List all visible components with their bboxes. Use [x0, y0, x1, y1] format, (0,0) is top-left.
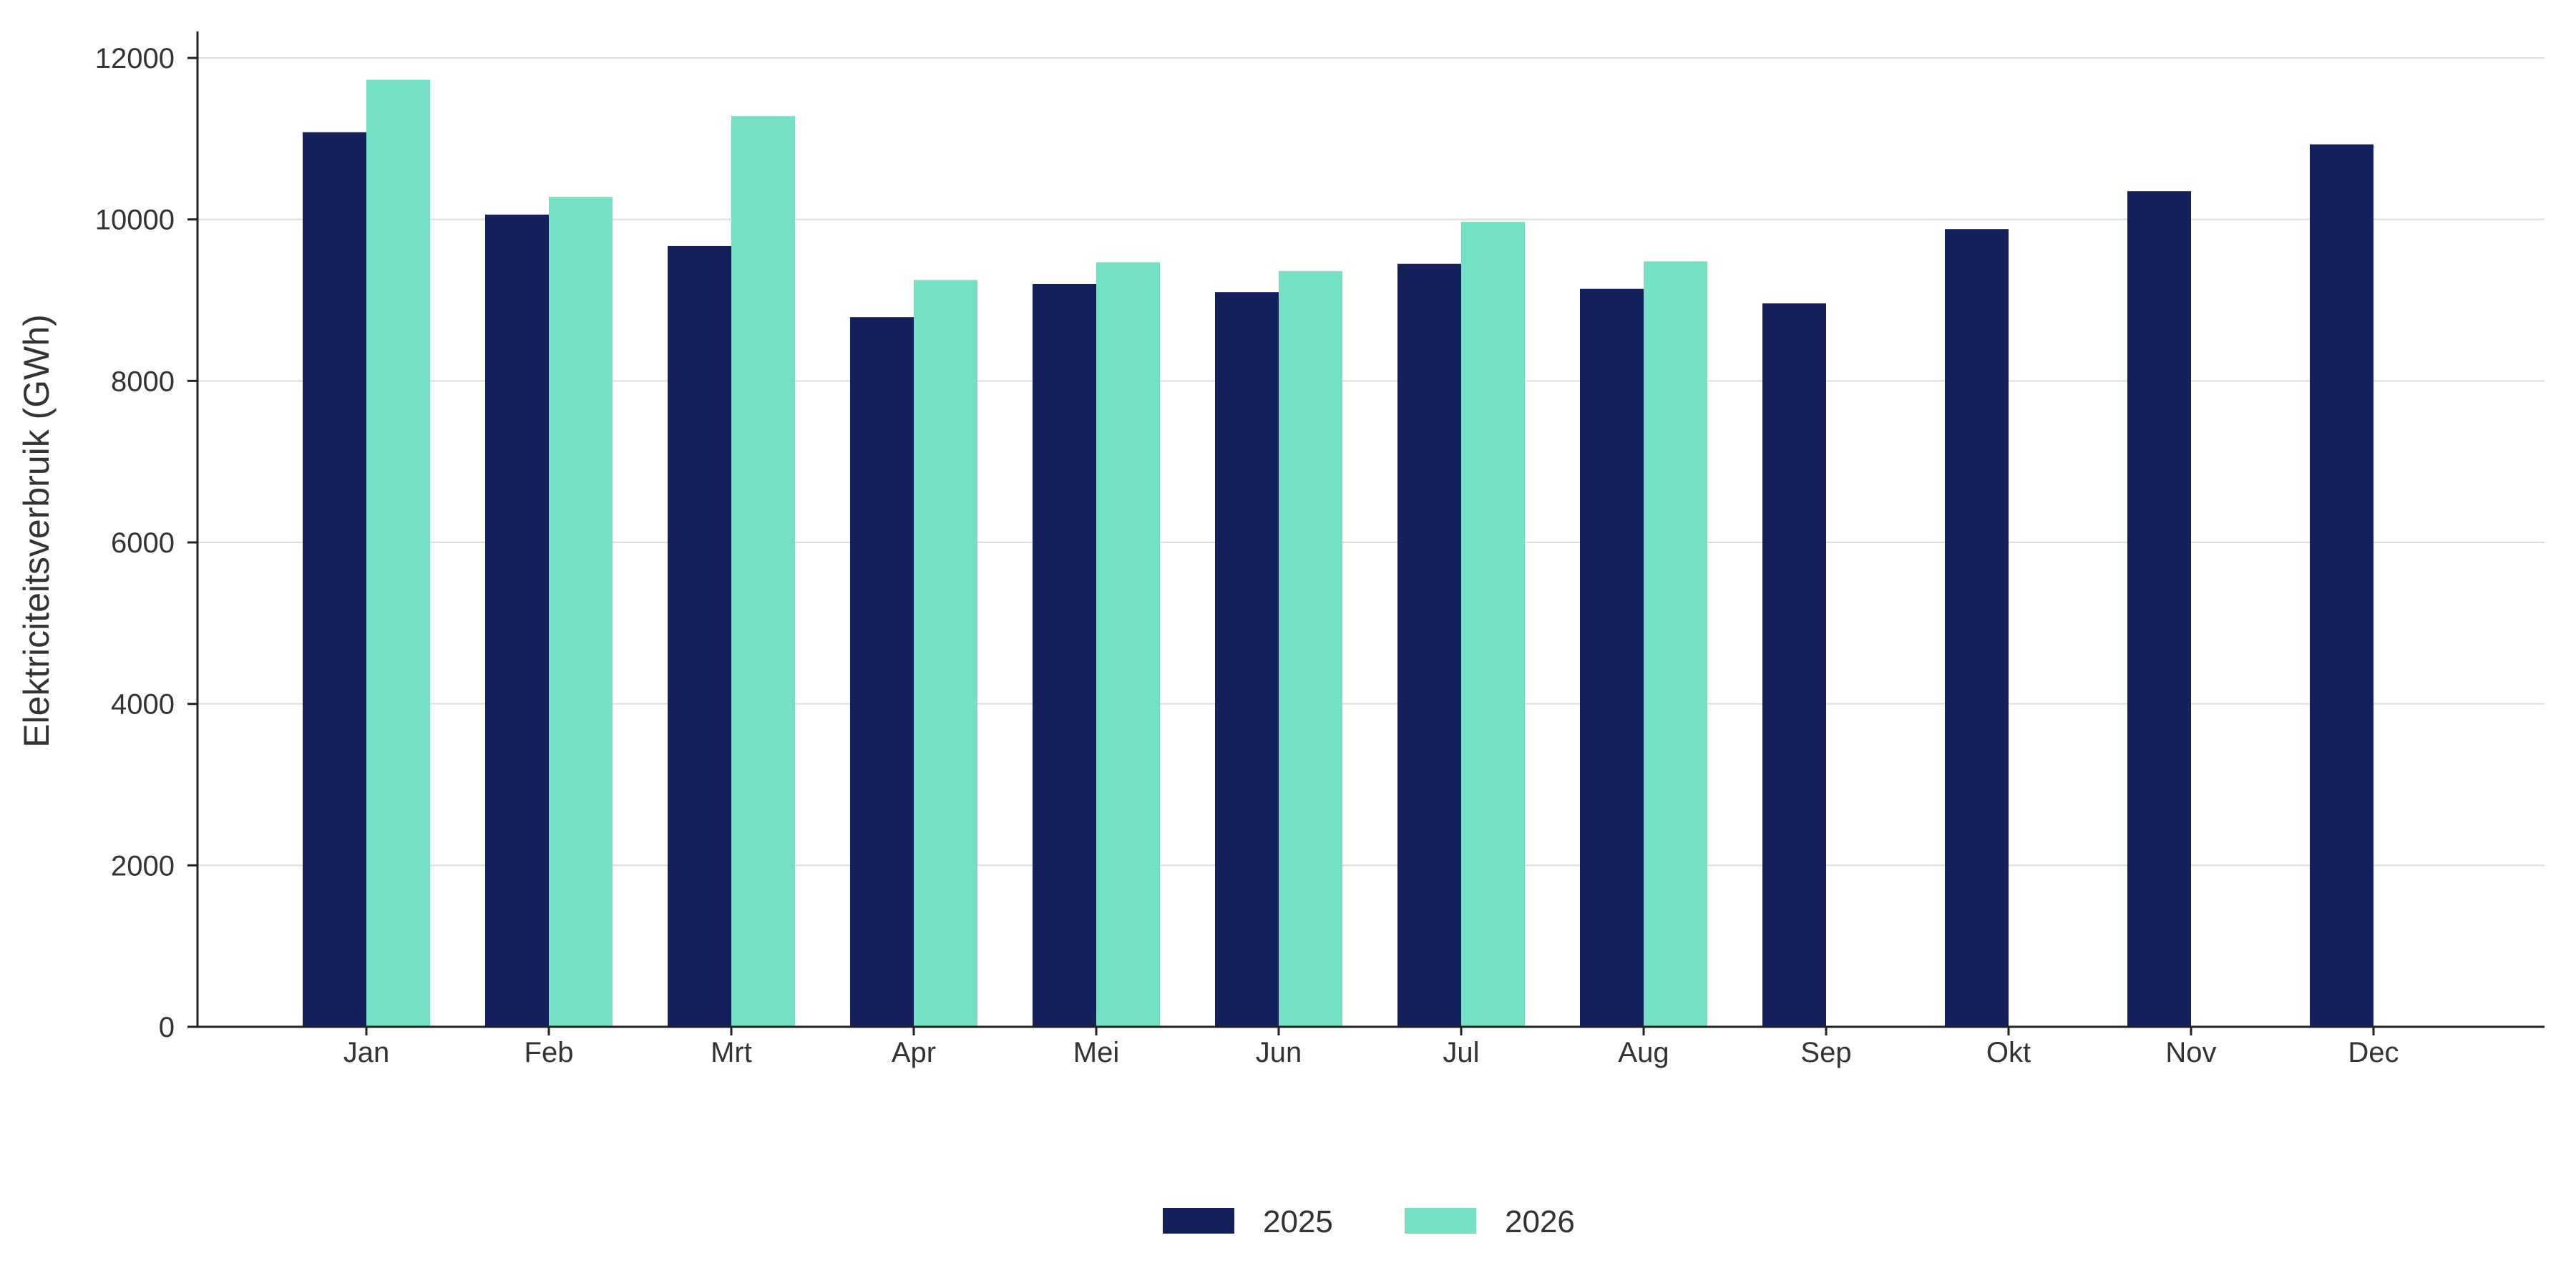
legend-swatch-2025	[1163, 1208, 1234, 1234]
y-tick-label: 12000	[95, 43, 175, 74]
bar-2025-jun	[1215, 292, 1279, 1027]
bar-2026-mrt	[731, 116, 795, 1028]
y-axis-title: Elektriciteitsverbruik (GWh)	[16, 314, 57, 748]
bar-2026-jul	[1461, 222, 1525, 1028]
bar-2025-apr	[850, 317, 914, 1027]
x-tick-label: Dec	[2348, 1037, 2399, 1068]
bar-2025-dec	[2310, 144, 2373, 1027]
bar-2025-mrt	[668, 245, 731, 1028]
y-tick-label: 6000	[111, 527, 175, 559]
x-tick-label: Nov	[2165, 1037, 2216, 1068]
bar-2025-mei	[1033, 283, 1096, 1027]
x-axis-ticks: Jan Feb Mrt Apr Mei Jun Jul Aug Sep Okt Nov Dec	[343, 1027, 2399, 1068]
legend-label-2026: 2026	[1505, 1204, 1575, 1239]
legend-label-2025: 2025	[1263, 1204, 1333, 1239]
x-tick-label: Mrt	[711, 1037, 752, 1068]
x-tick-label: Apr	[892, 1037, 936, 1068]
x-tick-label: Okt	[1986, 1037, 2031, 1068]
y-axis-ticks: 0 2000 4000 6000 8000 10000 12000	[95, 43, 197, 1043]
x-tick-label: Jul	[1443, 1037, 1479, 1068]
bar-2026-aug	[1644, 261, 1707, 1028]
x-tick-label: Sep	[1800, 1037, 1851, 1068]
bar-2025-jul	[1397, 263, 1461, 1028]
bar-2025-nov	[2127, 191, 2191, 1027]
y-tick-label: 0	[159, 1012, 175, 1043]
bar-2025-okt	[1945, 229, 2009, 1027]
bar-2026-mei	[1096, 262, 1160, 1028]
legend-swatch-2026	[1405, 1208, 1476, 1234]
bar-2025-feb	[485, 214, 549, 1027]
y-tick-label: 10000	[95, 205, 175, 236]
bar-2026-jan	[366, 79, 430, 1028]
bar-2025-sep	[1762, 303, 1826, 1028]
legend: 2025 2026	[1163, 1204, 1575, 1239]
bar-2026-apr	[914, 280, 977, 1028]
x-tick-label: Feb	[525, 1037, 574, 1068]
x-tick-label: Aug	[1618, 1037, 1669, 1068]
y-tick-label: 2000	[111, 850, 175, 882]
bars	[303, 79, 2373, 1028]
bar-2026-feb	[549, 197, 613, 1027]
bar-2025-jan	[303, 132, 366, 1028]
y-tick-label: 8000	[111, 366, 175, 397]
axes	[196, 31, 2545, 1028]
x-tick-label: Jun	[1256, 1037, 1302, 1068]
x-tick-label: Mei	[1073, 1037, 1119, 1068]
x-tick-label: Jan	[343, 1037, 390, 1068]
y-tick-label: 4000	[111, 689, 175, 721]
bar-2026-jun	[1279, 270, 1342, 1027]
bar-2025-aug	[1580, 288, 1644, 1027]
